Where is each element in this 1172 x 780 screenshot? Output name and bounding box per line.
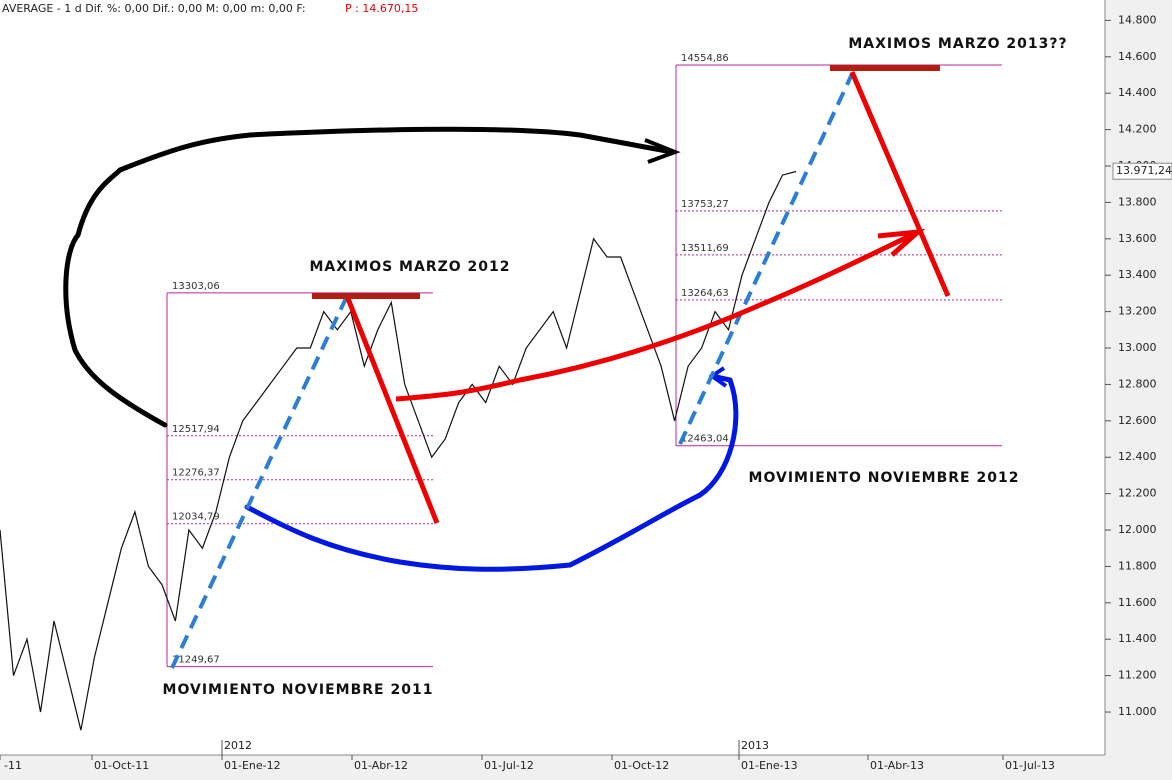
x-axis-panel: [0, 755, 1105, 780]
price-line: [0, 170, 797, 731]
y-tick-label: 11.400: [1118, 632, 1157, 645]
fib-label: 13264,63: [681, 288, 729, 299]
y-tick-label: 13.600: [1118, 232, 1157, 245]
header-text: AVERAGE - 1 d Dif. %: 0,00 Dif.: 0,00 M:…: [2, 2, 306, 15]
blue-arrow: [244, 373, 739, 572]
x-tick-label: 01-Abr-13: [870, 759, 924, 772]
annotation: MOVIMIENTO NOVIEMBRE 2012: [749, 470, 1020, 486]
y-tick-label: 11.000: [1118, 705, 1157, 718]
header-price: P : 14.670,15: [345, 2, 418, 15]
last-price-label: 13.971,24: [1116, 164, 1172, 177]
y-tick-label: 12.000: [1118, 523, 1157, 536]
x-tick-label: 01-Ene-12: [224, 759, 281, 772]
header-bg: [0, 0, 420, 18]
drawings: [63, 65, 951, 669]
trend-dashed: [170, 295, 349, 669]
y-tick-label: 12.400: [1118, 450, 1157, 463]
x-tick-label: 01-Ene-13: [741, 759, 798, 772]
fib-label: 13303,06: [172, 281, 220, 292]
black-arrow: [63, 126, 675, 428]
fib-label: 14554,86: [681, 53, 729, 64]
annotation: MAXIMOS MARZO 2013??: [848, 36, 1067, 52]
x-tick-label: 01-Abr-12: [354, 759, 408, 772]
fib-label: 13511,69: [681, 243, 729, 254]
y-tick-label: 11.200: [1118, 669, 1157, 682]
y-tick-label: 14.200: [1118, 123, 1157, 136]
annotation: MOVIMIENTO NOVIEMBRE 2011: [163, 682, 434, 698]
y-tick-label: 13.200: [1118, 305, 1157, 318]
y-tick-label: 11.600: [1118, 596, 1157, 609]
fib-label: 12276,37: [172, 468, 220, 479]
y-tick-label: 12.200: [1118, 487, 1157, 500]
x-tick-label: 01-Oct-11: [94, 759, 149, 772]
y-tick-label: 14.800: [1118, 13, 1157, 26]
y-tick-label: 11.800: [1118, 559, 1157, 572]
x-tick-label: 2012: [224, 739, 252, 752]
fib-label: 12034,79: [172, 512, 220, 523]
last-price-box: [1112, 162, 1172, 180]
fib-label: 13753,27: [681, 199, 729, 210]
x-tick-label: -11: [4, 759, 22, 772]
annotation: MAXIMOS MARZO 2012: [310, 259, 511, 275]
y-tick-label: 14.400: [1118, 86, 1157, 99]
y-tick-label: 13.400: [1118, 268, 1157, 281]
x-tick-label: 01-Jul-13: [1005, 759, 1055, 772]
fib-label: 11249,67: [172, 655, 220, 666]
x-tick-label: 2013: [741, 739, 769, 752]
fib-label: 12463,04: [681, 434, 729, 445]
black-arrow-head: [644, 138, 681, 164]
y-tick-label: 14.600: [1118, 50, 1157, 63]
y-tick-label: 12.800: [1118, 377, 1157, 390]
red-line: [344, 295, 440, 524]
x-tick-label: 01-Jul-12: [484, 759, 534, 772]
red-arrow-head: [877, 228, 926, 257]
trend-dashed: [678, 73, 854, 445]
y-axis-panel: [1105, 0, 1172, 780]
plot: 13303,06 12517,94 12276,37 12034,79 11249,67…: [0, 53, 1002, 755]
y-tick-label: 13.000: [1118, 341, 1157, 354]
y-tick-label: 12.600: [1118, 414, 1157, 427]
red-line: [849, 71, 951, 297]
fib-label: 12517,94: [172, 424, 220, 435]
red-arrow: [395, 229, 920, 402]
y-tick-label: 13.800: [1118, 195, 1157, 208]
x-tick-label: 01-Oct-12: [614, 759, 669, 772]
